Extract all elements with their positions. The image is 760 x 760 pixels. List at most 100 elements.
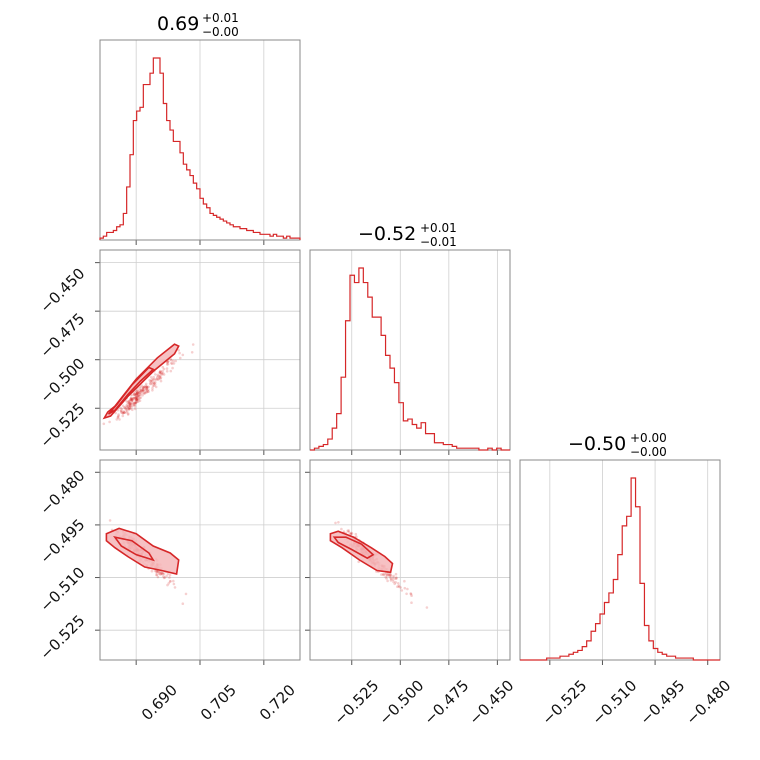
scatter-point: [145, 385, 148, 389]
scatter-point: [134, 397, 138, 400]
scatter-point: [161, 365, 165, 369]
scatter-point: [121, 412, 125, 415]
histogram-step-1: [310, 267, 510, 451]
title-1-lower: −0.01: [420, 235, 457, 249]
scatter-point: [389, 576, 392, 580]
scatter-point: [347, 530, 351, 534]
scatter-point: [406, 587, 409, 591]
scatter-point: [388, 575, 392, 578]
scatter-point: [350, 532, 354, 535]
scatter-point: [158, 376, 161, 380]
contour-level-0: [329, 530, 394, 574]
scatter-point: [133, 402, 137, 405]
scatter-point: [126, 403, 129, 407]
y-tick-label-p2-0: −0.525: [36, 611, 88, 663]
scatter-point: [156, 570, 159, 574]
scatter-point: [156, 575, 160, 579]
scatter-point: [141, 388, 145, 391]
scatter-point: [142, 389, 145, 393]
scatter-point: [400, 589, 404, 592]
scatter-point: [135, 393, 139, 396]
contour-level-1: [107, 366, 155, 415]
scatter-point: [396, 585, 399, 588]
scatter-point: [125, 405, 129, 409]
scatter-point: [136, 394, 140, 397]
scatter-point: [354, 532, 358, 536]
scatter-point: [161, 571, 165, 575]
scatter-point: [162, 572, 166, 576]
scatter-point: [147, 388, 150, 391]
scatter-point: [397, 584, 401, 587]
panel-frame: [309, 459, 511, 661]
scatter-point: [148, 379, 151, 382]
scatter-point: [135, 398, 139, 402]
x-tick-label-p2-0: −0.525: [538, 676, 590, 728]
x-tick-label-p1-1: −0.500: [375, 676, 427, 728]
scatter-point: [153, 569, 157, 573]
scatter-point: [161, 369, 164, 373]
scatter-point: [127, 399, 131, 403]
scatter-point: [334, 521, 337, 525]
scatter-point: [191, 343, 195, 346]
scatter-point: [387, 573, 391, 577]
scatter-point: [141, 388, 144, 391]
scatter-point: [169, 580, 172, 583]
scatter-point: [170, 359, 173, 362]
scatter-point: [131, 398, 134, 401]
scatter-point: [403, 579, 406, 583]
scatter-point: [129, 406, 133, 409]
scatter-point: [163, 576, 167, 579]
panel-frame: [99, 39, 301, 241]
scatter-point: [126, 412, 130, 415]
scatter-point: [123, 411, 126, 414]
scatter-point: [159, 370, 162, 374]
scatter-point: [172, 359, 175, 363]
scatter-point: [394, 572, 398, 576]
scatter-point: [140, 388, 143, 392]
scatter-point: [124, 407, 128, 410]
scatter-point: [142, 391, 146, 395]
scatter-point: [131, 397, 134, 401]
scatter-point: [128, 404, 132, 408]
scatter-point: [122, 410, 125, 413]
scatter-point: [124, 408, 128, 411]
scatter-point: [165, 363, 169, 366]
scatter-point: [159, 369, 162, 373]
title-2-value: −0.50: [568, 433, 626, 455]
scatter-panel-0-2: [95, 459, 301, 665]
scatter-point: [129, 397, 133, 401]
title-2-lower: −0.00: [630, 445, 667, 459]
scatter-point: [135, 398, 138, 401]
scatter-point: [153, 381, 156, 385]
scatter-point: [349, 532, 353, 536]
scatter-point: [116, 415, 120, 419]
histogram-step-0: [99, 57, 301, 240]
scatter-point: [143, 385, 146, 389]
scatter-point: [166, 572, 170, 576]
scatter-point: [160, 372, 163, 376]
scatter-point: [409, 592, 413, 595]
scatter-point: [127, 408, 131, 411]
y-tick-label-p2-1: −0.510: [36, 563, 88, 615]
scatter-point: [134, 392, 138, 396]
scatter-point: [162, 367, 166, 371]
scatter-point: [134, 398, 137, 402]
scatter-point: [380, 573, 383, 576]
scatter-point: [131, 408, 134, 412]
scatter-point: [138, 393, 142, 397]
histogram-panel-1: [309, 249, 511, 455]
scatter-point: [394, 581, 398, 584]
scatter-point: [135, 391, 139, 395]
scatter-point: [131, 402, 134, 406]
scatter-point: [409, 592, 413, 596]
scatter-point: [155, 573, 159, 577]
panel-frame: [519, 459, 721, 661]
scatter-point: [389, 573, 392, 577]
scatter-point: [387, 573, 391, 577]
scatter-point: [127, 400, 130, 404]
scatter-point: [125, 408, 129, 411]
scatter-point: [141, 389, 144, 393]
scatter-point: [119, 409, 123, 413]
scatter-point: [120, 411, 123, 414]
scatter-point: [145, 386, 149, 389]
